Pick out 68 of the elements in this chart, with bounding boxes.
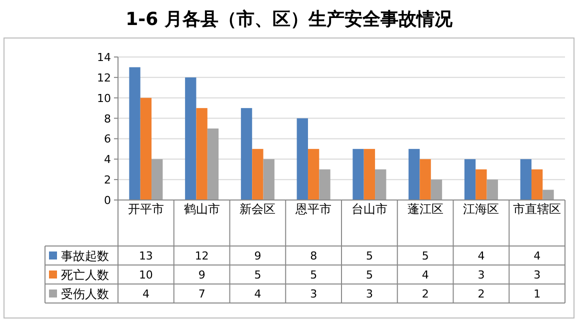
y-tick-label: 2 xyxy=(104,174,111,187)
bar xyxy=(152,159,163,200)
bar xyxy=(364,148,376,200)
bar xyxy=(319,169,330,200)
bar xyxy=(129,67,140,200)
bar xyxy=(240,108,252,200)
data-label: 3 xyxy=(534,268,541,282)
data-label: 4 xyxy=(142,288,150,300)
data-label: 3 xyxy=(310,288,318,300)
x-tick-label: 鹤山市 xyxy=(184,202,220,216)
bar xyxy=(430,180,442,200)
data-label: 3 xyxy=(478,268,485,282)
legend-label: 事故起数 xyxy=(61,249,109,263)
y-tick-label: 12 xyxy=(97,71,111,84)
x-tick-label: 蓬江区 xyxy=(407,202,444,216)
bar xyxy=(476,169,487,200)
data-label: 5 xyxy=(422,250,429,262)
x-tick-label: 恩平市 xyxy=(294,202,332,216)
data-label: 4 xyxy=(254,288,262,300)
bar xyxy=(296,118,308,200)
bar xyxy=(408,148,420,200)
data-label: 9 xyxy=(254,250,262,262)
data-label: 5 xyxy=(254,268,262,282)
bar xyxy=(542,190,554,200)
data-label: 8 xyxy=(310,250,318,262)
data-label: 3 xyxy=(366,288,373,300)
data-label: 9 xyxy=(198,268,206,282)
x-tick-label: 开平市 xyxy=(128,202,164,216)
data-label: 4 xyxy=(478,250,485,262)
data-label: 10 xyxy=(138,268,153,282)
data-label: 2 xyxy=(422,288,429,300)
data-label: 4 xyxy=(534,250,541,262)
y-tick-label: 10 xyxy=(97,92,111,105)
bar xyxy=(140,98,152,200)
data-label: 4 xyxy=(422,268,429,282)
y-tick-label: 6 xyxy=(104,132,111,146)
data-label: 5 xyxy=(366,268,373,282)
y-tick-label: 4 xyxy=(104,153,111,166)
data-label: 1 xyxy=(534,288,541,300)
legend-label: 死亡人数 xyxy=(61,268,109,282)
data-label: 12 xyxy=(194,250,209,262)
x-tick-label: 江海区 xyxy=(463,202,500,216)
x-tick-label: 市直辖区 xyxy=(513,202,562,216)
bar xyxy=(420,159,431,200)
bar xyxy=(352,148,364,200)
data-label: 5 xyxy=(366,250,373,262)
bar xyxy=(263,159,274,200)
bar xyxy=(252,148,264,200)
legend-label: 受伤人数 xyxy=(61,287,109,301)
data-label: 13 xyxy=(138,250,153,262)
bar xyxy=(531,169,543,200)
bar xyxy=(196,108,208,200)
y-tick-label: 0 xyxy=(104,194,111,207)
data-label: 5 xyxy=(310,268,318,282)
bar xyxy=(520,159,532,200)
data-label: 7 xyxy=(198,288,206,300)
y-tick-label: 14 xyxy=(97,51,111,64)
bar xyxy=(185,77,196,200)
x-tick-label: 新会区 xyxy=(240,202,276,216)
chart-title: 1-6 月各县（市、区）生产安全事故情况 xyxy=(126,9,454,30)
bar xyxy=(207,128,219,200)
x-tick-label: 台山市 xyxy=(351,202,388,216)
bar xyxy=(486,180,498,200)
bar xyxy=(308,148,320,200)
bar xyxy=(464,159,476,200)
data-label: 2 xyxy=(478,288,485,300)
bar xyxy=(375,169,386,200)
y-tick-label: 8 xyxy=(104,112,111,126)
